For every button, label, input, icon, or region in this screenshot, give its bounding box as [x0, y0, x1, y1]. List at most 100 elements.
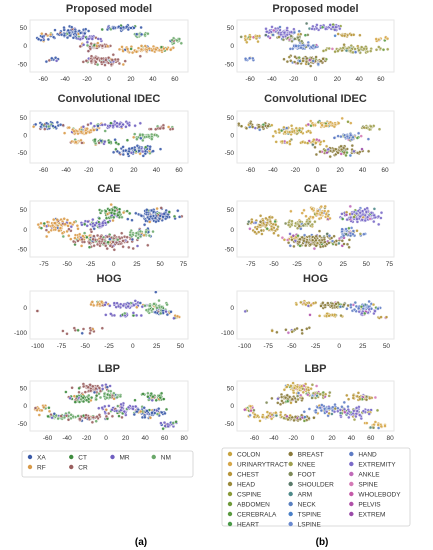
data-point: [83, 27, 88, 31]
data-point: [53, 221, 57, 225]
x-tick-label: 60: [381, 167, 389, 174]
data-point: [96, 124, 100, 128]
data-point: [243, 34, 248, 38]
legend-marker: [227, 511, 233, 517]
data-point: [271, 134, 275, 138]
legend-item: COLON: [227, 452, 260, 459]
data-point: [93, 137, 97, 142]
data-point: [121, 239, 125, 243]
data-point: [312, 246, 317, 251]
data-point: [68, 33, 72, 38]
data-point: [367, 299, 371, 304]
data-point: [338, 408, 343, 412]
data-point: [89, 59, 94, 63]
data-point: [317, 238, 322, 243]
data-point: [39, 221, 43, 226]
data-point: [125, 138, 130, 142]
data-point: [312, 137, 316, 142]
panel-b-5: LBP -60 -40 -20 0 20 40 60 80 50 0 -50: [225, 363, 395, 442]
data-point: [81, 60, 86, 64]
data-point: [125, 235, 129, 239]
data-point: [72, 220, 76, 225]
data-point: [311, 391, 316, 395]
data-point: [131, 407, 135, 411]
data-point: [131, 246, 135, 251]
data-point: [111, 150, 116, 155]
x-tick-label: -60: [246, 167, 256, 174]
legend-b: COLON BREAST HAND URINARYTRACT KNEE EXTREMITY…: [221, 447, 411, 529]
data-point: [329, 236, 334, 240]
x-tick-label: 60: [377, 76, 385, 83]
data-point: [342, 233, 346, 238]
data-point: [282, 125, 286, 130]
data-point: [95, 57, 99, 61]
data-point: [286, 417, 290, 422]
data-point: [105, 396, 109, 400]
data-point: [276, 397, 280, 401]
data-point: [109, 202, 113, 207]
data-point: [270, 25, 274, 29]
data-point: [332, 124, 337, 129]
data-point: [119, 402, 123, 407]
data-point: [252, 415, 257, 419]
data-point: [250, 220, 254, 224]
data-point: [93, 381, 96, 382]
legend-marker: [288, 461, 293, 467]
data-point: [104, 408, 109, 412]
data-point: [369, 49, 373, 53]
data-point: [112, 391, 116, 395]
data-point: [283, 396, 288, 400]
data-point: [90, 37, 95, 41]
data-point: [143, 415, 147, 419]
data-point: [287, 395, 292, 399]
data-point: [286, 399, 290, 403]
data-point: [336, 134, 340, 138]
data-point: [294, 400, 298, 404]
x-tick-label: 0: [104, 435, 108, 442]
panel-b-1: Proposed model -60 -40 -20 0 20 40 60 50 0 -50: [225, 3, 395, 83]
data-point: [139, 25, 143, 30]
data-point: [120, 415, 124, 420]
data-point: [323, 209, 327, 213]
data-point: [102, 241, 106, 246]
legend-label: ABDOMEN: [237, 502, 270, 509]
data-point: [280, 399, 284, 403]
data-point: [342, 43, 346, 47]
data-point: [300, 235, 304, 240]
data-point: [76, 239, 80, 243]
data-point: [111, 123, 115, 128]
data-point: [255, 34, 260, 38]
legend-marker: [27, 454, 33, 460]
legend-item: ABDOMEN: [227, 502, 270, 509]
data-point: [322, 407, 327, 411]
data-point: [342, 400, 346, 405]
data-point: [319, 408, 324, 413]
data-point: [264, 27, 268, 31]
data-point: [113, 205, 117, 210]
legend-item: BREAST: [288, 452, 324, 459]
data-point: [143, 44, 148, 48]
data-point: [34, 122, 38, 127]
data-point: [85, 43, 90, 48]
data-point: [314, 141, 318, 145]
data-point: [154, 408, 159, 413]
data-point: [161, 126, 166, 130]
data-point: [368, 396, 372, 400]
data-point: [286, 331, 291, 335]
x-tick-label: -40: [61, 167, 71, 174]
data-point: [132, 412, 137, 417]
data-point: [321, 49, 326, 53]
data-point: [311, 123, 316, 127]
data-point: [304, 243, 308, 248]
data-point: [84, 59, 89, 63]
data-point: [130, 237, 135, 242]
data-point: [320, 403, 324, 407]
data-point: [44, 228, 49, 232]
data-point: [379, 315, 383, 319]
legend-label: BREAST: [298, 452, 324, 459]
data-point: [42, 405, 46, 409]
data-point: [71, 414, 75, 419]
data-point: [356, 391, 361, 395]
data-point: [119, 231, 124, 235]
